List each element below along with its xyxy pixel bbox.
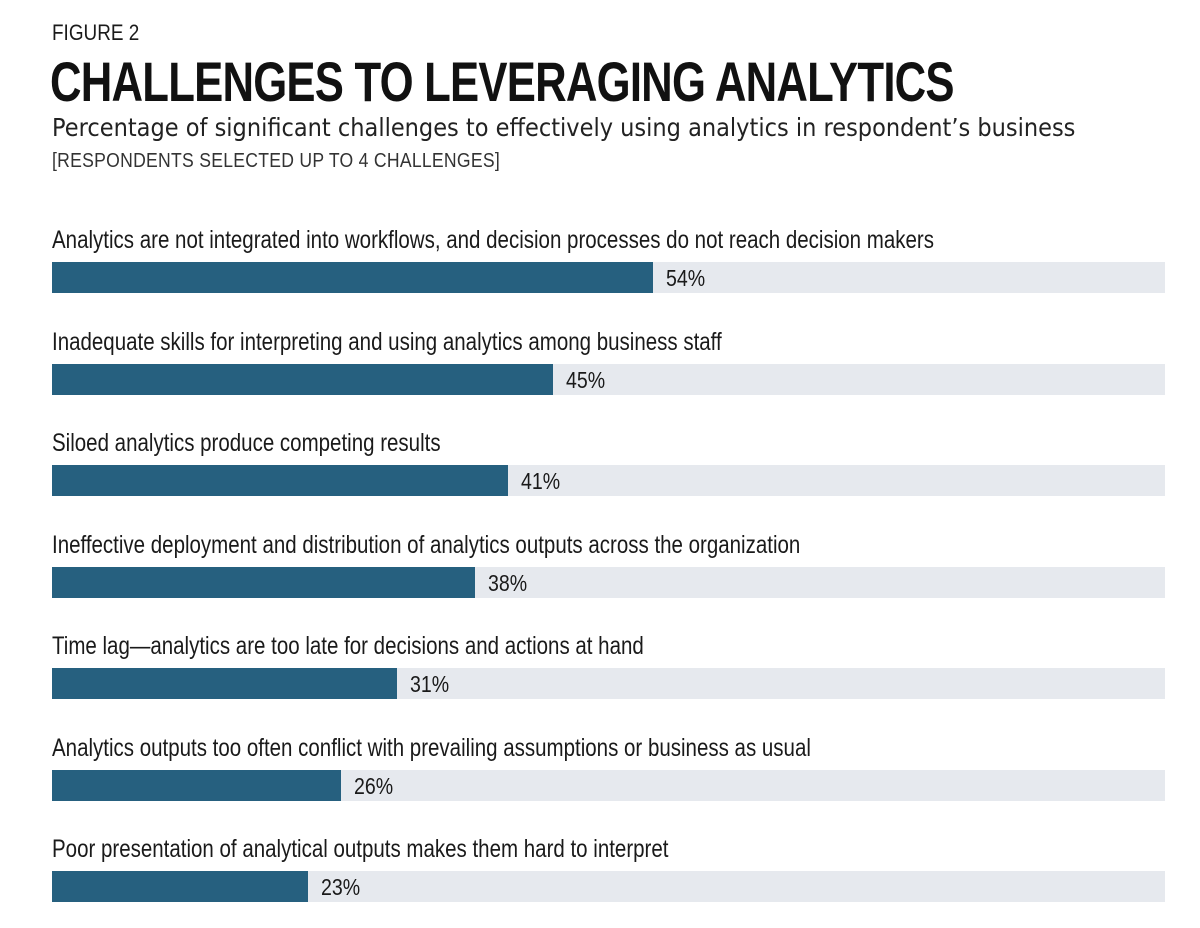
value-label: 45% bbox=[565, 366, 605, 393]
bar bbox=[52, 871, 308, 902]
bar bbox=[52, 262, 654, 293]
bar bbox=[52, 363, 553, 395]
category-label: Time lag—analytics are too late for deci… bbox=[52, 632, 644, 660]
bar bbox=[52, 566, 475, 598]
figure-label: FIGURE 2 bbox=[52, 20, 140, 45]
bar bbox=[52, 465, 509, 496]
value-label: 38% bbox=[487, 569, 528, 596]
category-label: Analytics outputs too often conflict wit… bbox=[52, 733, 811, 762]
category-label: Inadequate skills for interpreting and u… bbox=[52, 327, 722, 356]
value-label: 41% bbox=[521, 468, 561, 494]
category-label: Ineffective deployment and distribution … bbox=[52, 530, 801, 559]
category-label: Siloed analytics produce competing resul… bbox=[52, 429, 441, 457]
value-label: 26% bbox=[354, 772, 394, 799]
bar bbox=[52, 668, 398, 699]
category-label: Analytics are not integrated into workfl… bbox=[52, 226, 934, 254]
respondent-note: [RESPONDENTS SELECTED UP TO 4 CHALLENGES… bbox=[52, 150, 501, 172]
value-label: 31% bbox=[410, 671, 450, 697]
value-label: 54% bbox=[666, 265, 706, 291]
chart-title: CHALLENGES TO LEVERAGING ANALYTICS bbox=[50, 50, 955, 113]
chart-subtitle: Percentage of significant challenges to … bbox=[52, 113, 1076, 142]
category-label: Poor presentation of analytical outputs … bbox=[52, 835, 669, 863]
value-label: 23% bbox=[320, 874, 361, 900]
bar bbox=[52, 769, 342, 801]
